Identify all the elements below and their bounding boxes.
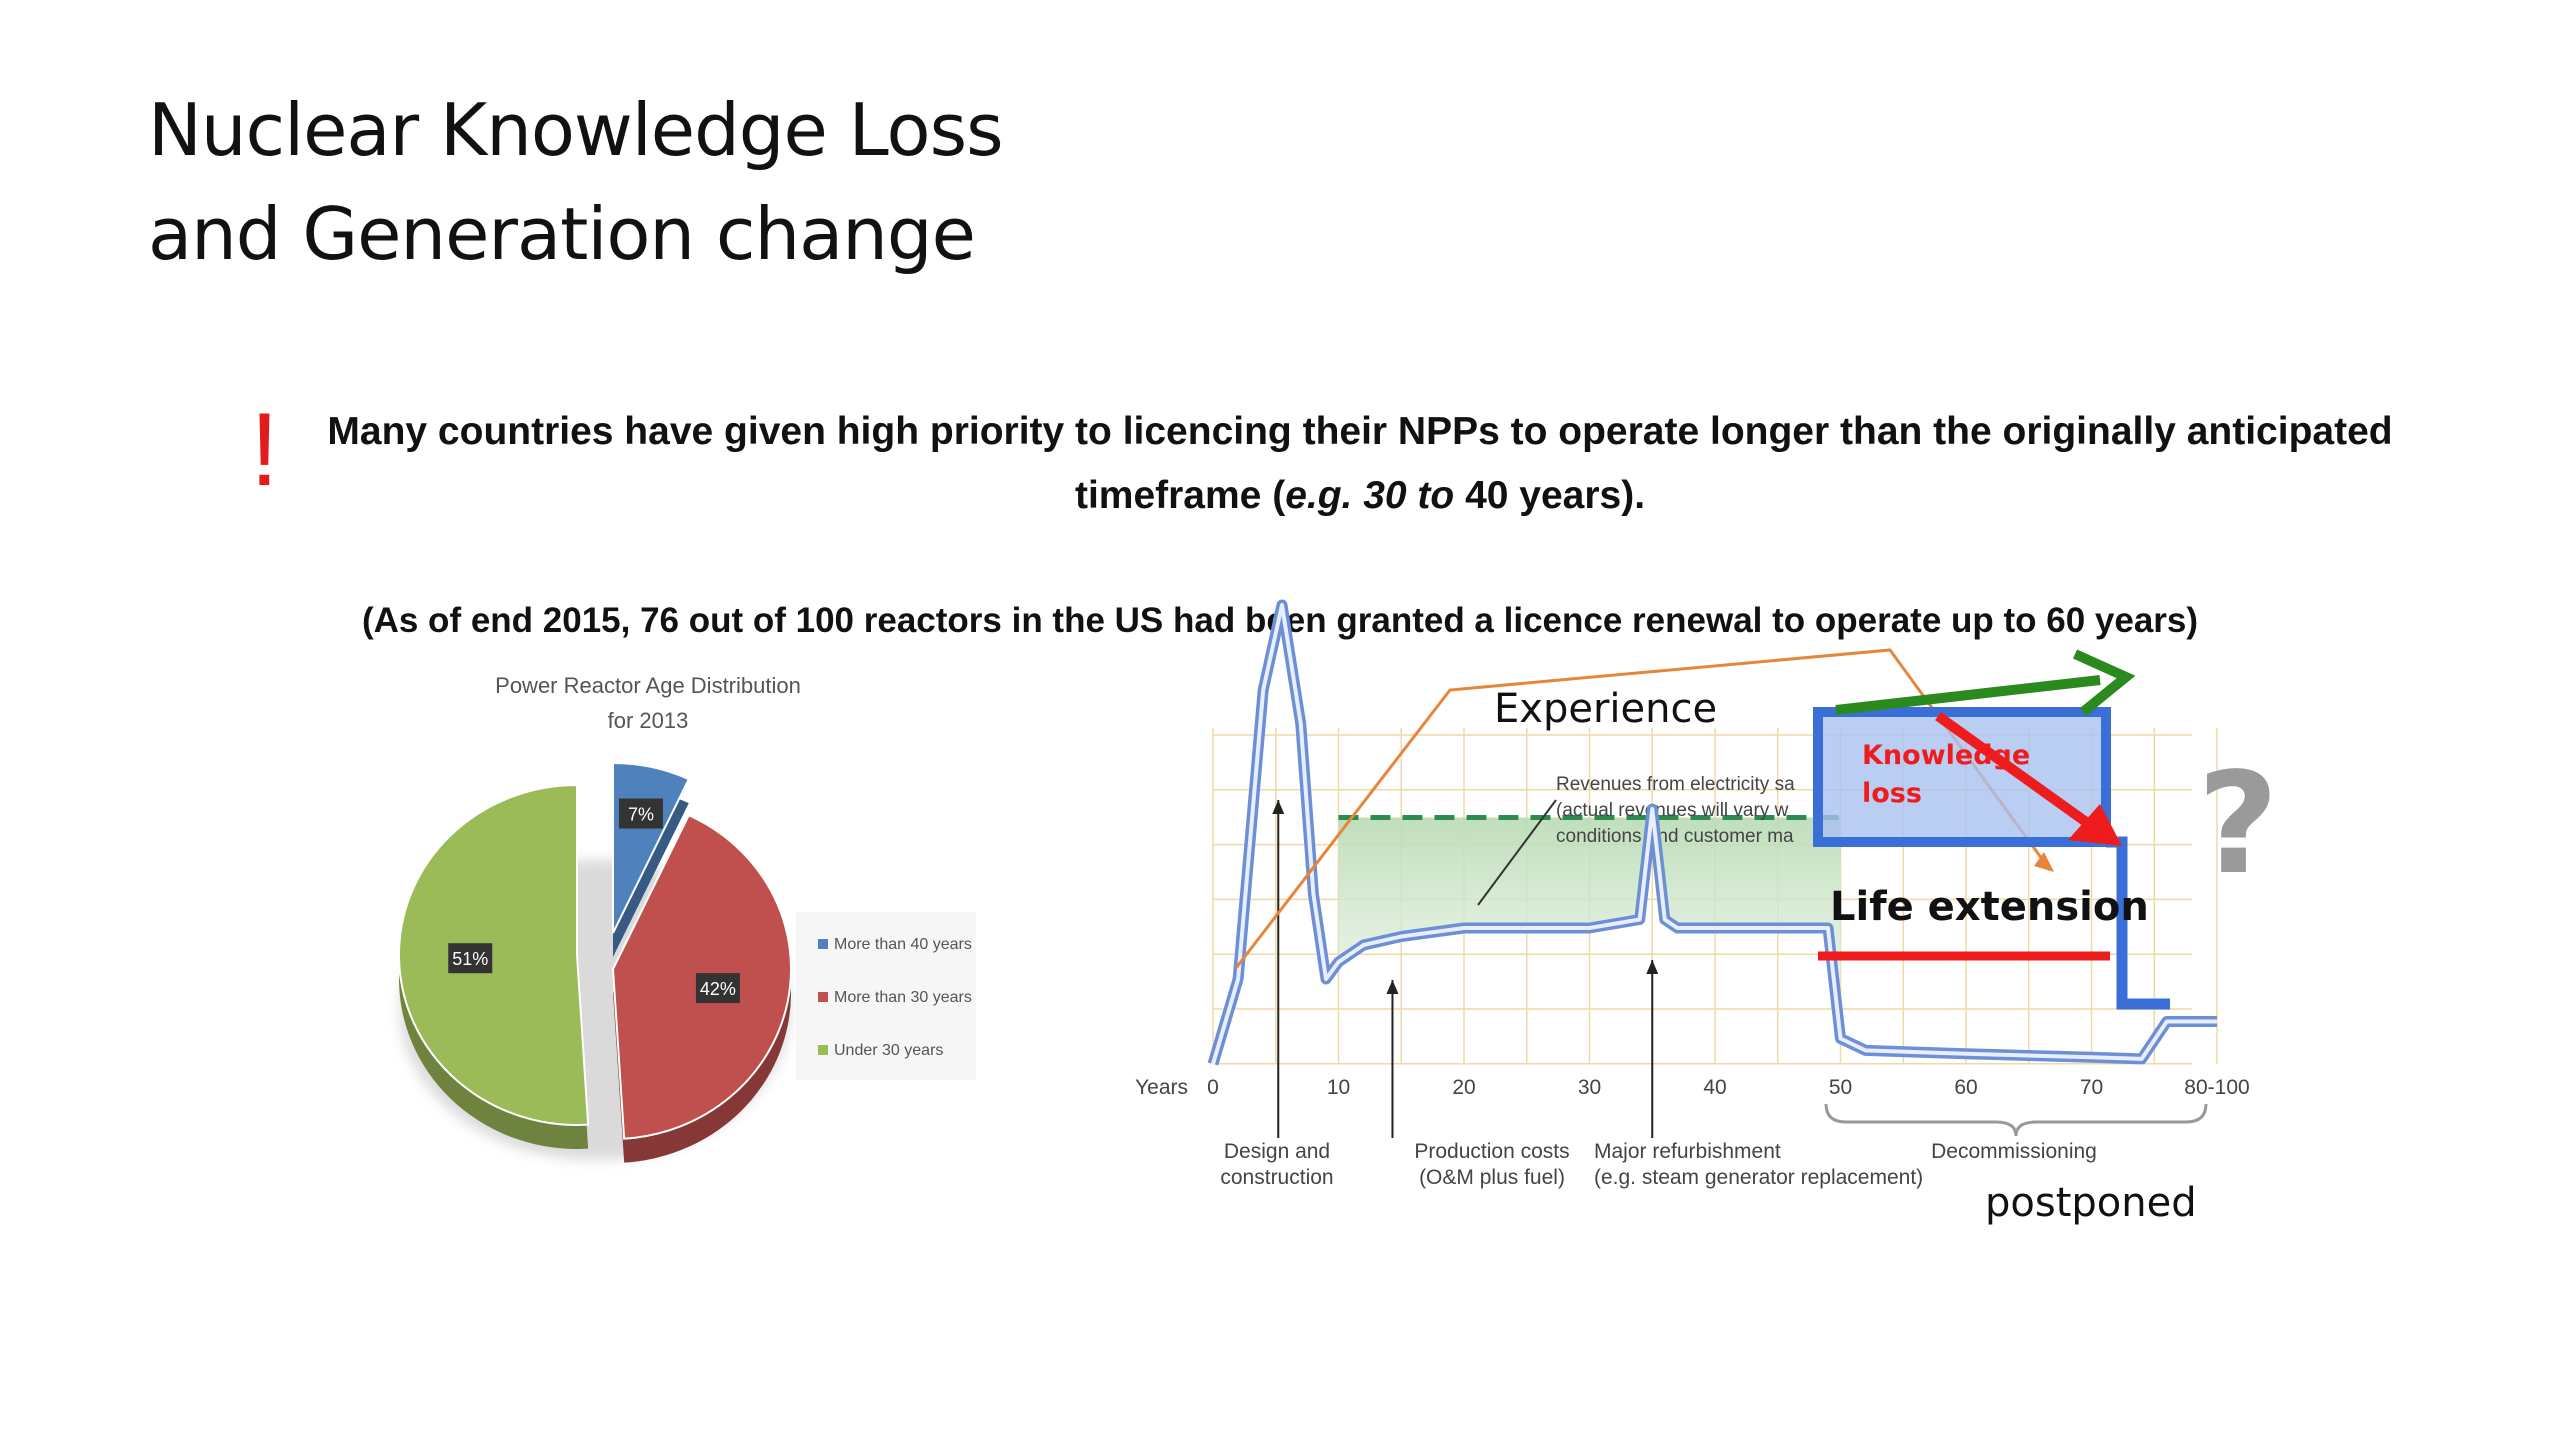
pie-label-bg-2 bbox=[695, 973, 740, 1004]
phase-3-line-2: (e.g. steam generator replacement) bbox=[1594, 1166, 1923, 1189]
lifecycle-x-axis: Years 0 10 20 30 40 50 60 70 80-100 bbox=[1135, 1076, 2250, 1099]
pie-label-bg-3 bbox=[448, 943, 493, 974]
phase-1-line-1: Design and bbox=[1224, 1140, 1330, 1163]
x-tick-label-6: 50 bbox=[1829, 1076, 1852, 1099]
experience-label: Experience bbox=[1494, 686, 1717, 732]
bullet-text-before: Many countries have given high priority … bbox=[327, 410, 2393, 517]
revenue-note: Revenues from electricity sa (actual rev… bbox=[1556, 774, 1795, 847]
x-tick-label-1: 0 bbox=[1207, 1076, 1219, 1099]
pie-slice-3 bbox=[398, 783, 590, 1126]
pie-legend-swatch-1 bbox=[818, 939, 828, 949]
phase-4-line-1: Decommissioning bbox=[1931, 1140, 2097, 1163]
pie-label-bg-1 bbox=[618, 798, 663, 829]
revenue-note-line-3: conditions and customer ma bbox=[1556, 826, 1794, 847]
experience-arrowhead bbox=[2034, 852, 2054, 872]
exclamation-icon: ! bbox=[250, 392, 279, 508]
phase-pointer-head-3 bbox=[1646, 960, 1659, 974]
green-arrow-shaft bbox=[1835, 675, 2101, 715]
pie-data-label-3: 51% bbox=[452, 949, 488, 969]
knowledge-box-frame bbox=[1813, 707, 2111, 847]
x-tick-label-3: 20 bbox=[1452, 1076, 1475, 1099]
phase-pointer-head-1 bbox=[1272, 800, 1285, 814]
x-tick-label-7: 60 bbox=[1954, 1076, 1977, 1099]
phase-pointers bbox=[1272, 800, 1659, 1138]
title-line-1: Nuclear Knowledge Loss bbox=[148, 88, 1004, 172]
postponed-label: postponed bbox=[1985, 1180, 2197, 1226]
phase-1-line-2: construction bbox=[1220, 1166, 1333, 1189]
phase-2-line-1: Production costs bbox=[1414, 1140, 1569, 1163]
x-tick-label-4: 30 bbox=[1578, 1076, 1601, 1099]
slide-title: Nuclear Knowledge Loss and Generation ch… bbox=[148, 78, 1004, 286]
pie-data-label-2: 42% bbox=[700, 979, 736, 999]
pie-slices: 7% 42% 51% bbox=[398, 761, 792, 1163]
phase-2-line-2: (O&M plus fuel) bbox=[1419, 1166, 1565, 1189]
x-tick-label-8: 70 bbox=[2080, 1076, 2103, 1099]
phase-pointer-head-2 bbox=[1386, 980, 1399, 994]
lifecycle-curve bbox=[1211, 603, 2217, 1065]
green-arrow-head bbox=[2072, 649, 2136, 716]
bullet-italic: e.g. 30 to bbox=[1285, 474, 1455, 517]
life-extension-label: Life extension bbox=[1830, 884, 2149, 930]
x-tick-label-5: 40 bbox=[1703, 1076, 1726, 1099]
phase-labels: Design and construction Production costs… bbox=[1220, 1140, 2096, 1189]
pie-legend-label-2: More than 30 years bbox=[834, 989, 972, 1006]
pie-chart: Power Reactor Age Distribution for 2013 … bbox=[398, 673, 976, 1163]
red-arrow-head bbox=[2068, 804, 2122, 846]
bullet-text-after: 40 years). bbox=[1454, 474, 1646, 517]
pie-legend: More than 40 years More than 30 years Unde… bbox=[818, 936, 972, 1059]
pie-legend-label-3: Under 30 years bbox=[834, 1042, 943, 1059]
x-axis-label: Years bbox=[1135, 1076, 1188, 1099]
pie-data-label-1: 7% bbox=[628, 805, 654, 825]
lifecycle-chart: Revenues from electricity sa (actual rev… bbox=[1135, 599, 2250, 1189]
bullet-text: Many countries have given high priority … bbox=[250, 400, 2470, 528]
annotations: Experience Knowledge loss Life extension… bbox=[1234, 648, 2279, 1226]
question-mark-icon: ? bbox=[2197, 743, 2278, 906]
red-arrow-shaft bbox=[1935, 711, 2103, 837]
pie-legend-swatch-2 bbox=[818, 992, 828, 1002]
pie-legend-label-1: More than 40 years bbox=[834, 936, 972, 953]
decommissioning-brace bbox=[1824, 1103, 2208, 1137]
pie-title-line-2: for 2013 bbox=[608, 708, 689, 733]
x-tick-label-9: 80-100 bbox=[2184, 1076, 2249, 1099]
revenue-note-line-2: (actual revenues will vary w bbox=[1556, 800, 1789, 821]
x-tick-label-2: 10 bbox=[1327, 1076, 1350, 1099]
revenue-note-pointer bbox=[1477, 799, 1557, 906]
knowledge-loss-line-2: loss bbox=[1862, 778, 1922, 809]
title-line-2: and Generation change bbox=[148, 192, 976, 276]
revenue-note-line-1: Revenues from electricity sa bbox=[1556, 774, 1795, 795]
pie-legend-swatch-3 bbox=[818, 1045, 828, 1055]
phase-3-line-1: Major refurbishment bbox=[1594, 1140, 1781, 1163]
pie-title-line-1: Power Reactor Age Distribution bbox=[495, 673, 801, 698]
